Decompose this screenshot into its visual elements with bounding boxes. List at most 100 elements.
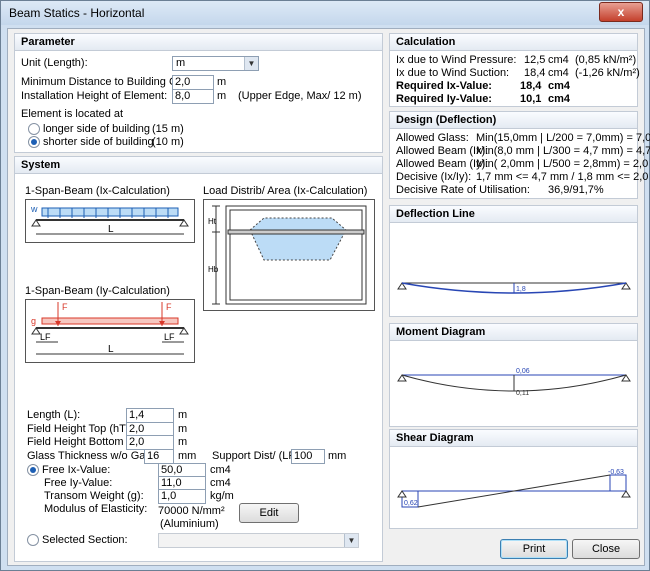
fig-iy-force-left: F — [62, 302, 68, 312]
free-ix-unit: cm4 — [210, 464, 231, 476]
required-iy-unit: cm4 — [548, 93, 571, 105]
span-iy-diagram: F F g LF LF L — [31, 302, 189, 355]
window-title: Beam Statics - Horizontal — [9, 6, 145, 20]
field-height-bottom-unit: m — [178, 436, 188, 448]
unit-label: Unit (Length): — [21, 57, 88, 69]
required-iy-label: Required Iy-Value: — [396, 93, 492, 105]
moment-value-1: 0,06 — [516, 368, 530, 375]
title-bar[interactable]: Beam Statics - Horizontal x — [1, 1, 649, 25]
fig-iy-weight-label: g — [31, 316, 36, 326]
calc-label: Ix due to Wind Pressure: — [396, 54, 517, 66]
field-height-bottom-input[interactable]: 2,0 — [126, 435, 174, 450]
shear-value-left: 0,62 — [404, 500, 418, 507]
selected-section-radio[interactable] — [27, 534, 39, 546]
free-iy-unit: cm4 — [210, 477, 231, 489]
transom-weight-unit: kg/m — [210, 490, 234, 502]
load-distrib-label: Load Distrib/ Area (Ix-Calculation) — [203, 185, 368, 197]
design-label: Allowed Beam (Ix): — [396, 145, 489, 157]
edit-button[interactable]: Edit — [239, 503, 299, 523]
shear-header: Shear Diagram — [390, 430, 637, 447]
fig-hb-label: Hb — [208, 265, 219, 274]
deflection-diagram: 1,8 — [397, 282, 631, 294]
field-height-top-label: Field Height Top (hT) — [27, 423, 130, 435]
span-iy-figure: F F g LF LF L — [25, 299, 195, 363]
free-ix-label[interactable]: Free Ix-Value: — [42, 464, 111, 476]
support-dist-unit: mm — [328, 450, 347, 462]
calc-extra: (-1,26 kN/m²) — [575, 67, 640, 79]
fig-iy-force-right: F — [166, 302, 172, 312]
system-panel: System 1-Span-Beam (Ix-Calculation) w — [14, 156, 383, 562]
min-dist-input[interactable]: 2,0 — [172, 75, 214, 90]
calc-value: 18,4 — [524, 67, 546, 79]
fig-iy-lf-right: LF — [164, 332, 175, 342]
chevron-down-icon: ▼ — [344, 534, 358, 547]
required-ix-unit: cm4 — [548, 80, 571, 92]
glass-thickness-unit: mm — [178, 450, 197, 462]
design-panel: Design (Deflection) Allowed Glass: Min(1… — [389, 111, 650, 199]
field-height-bottom-label: Field Height Bottom (hB) — [27, 436, 148, 448]
length-input[interactable]: 1,4 — [126, 408, 174, 423]
located-label: Element is located at — [21, 108, 124, 120]
design-value: Min(8,0 mm | L/300 = 4,7 mm) = 4,7 mm — [476, 145, 650, 157]
calc-label: Ix due to Wind Suction: — [396, 67, 510, 79]
fig-ht-label: Ht — [208, 217, 217, 226]
longer-side-label[interactable]: longer side of building — [43, 123, 151, 135]
free-iy-label: Free Iy-Value: — [44, 477, 113, 489]
modulus-value: 70000 N/mm² — [158, 505, 225, 517]
required-ix-value: 18,4 — [520, 80, 542, 92]
design-value: Min(15,0mm | L/200 = 7,0mm) = 7,0 mm — [476, 132, 650, 144]
selected-section-select[interactable]: ▼ — [158, 533, 359, 548]
length-label: Length (L): — [27, 409, 81, 421]
design-value: Min( 2,0mm | L/500 = 2,8mm) = 2,0 mm — [476, 158, 650, 170]
install-height-label: Installation Height of Element: — [21, 90, 168, 102]
parameter-panel: Parameter Unit (Length): m ▼ Minimum Dis… — [14, 33, 383, 153]
fig-iy-length-label: L — [108, 344, 114, 355]
fig-iy-lf-left: LF — [40, 332, 51, 342]
install-height-input[interactable]: 8,0 — [172, 89, 214, 104]
close-icon: x — [617, 5, 625, 19]
load-distrib-diagram: Ht Hb — [208, 205, 367, 305]
design-label: Decisive (Ix/Iy): — [396, 171, 472, 183]
free-ix-radio[interactable] — [27, 464, 39, 476]
design-value: 36,9/91,7% — [548, 184, 604, 196]
transom-weight-input[interactable]: 1,0 — [158, 489, 206, 504]
moment-header: Moment Diagram — [390, 324, 637, 341]
span-ix-label: 1-Span-Beam (Ix-Calculation) — [25, 185, 170, 197]
dialog-client: Parameter Unit (Length): m ▼ Minimum Dis… — [7, 28, 650, 566]
glass-thickness-label: Glass Thickness w/o Gap: — [27, 450, 155, 462]
required-iy-value: 10,1 — [520, 93, 542, 105]
calculation-panel: Calculation Ix due to Wind Pressure: 12,… — [389, 33, 640, 107]
min-dist-unit: m — [217, 76, 227, 88]
length-unit: m — [178, 409, 188, 421]
field-height-top-unit: m — [178, 423, 188, 435]
deflection-value: 1,8 — [516, 286, 526, 293]
shorter-side-radio[interactable] — [28, 136, 40, 148]
close-button[interactable]: Close — [572, 539, 640, 559]
design-label: Allowed Beam (Iy): — [396, 158, 489, 170]
design-label: Allowed Glass: — [396, 132, 469, 144]
window-close-button[interactable]: x — [599, 2, 643, 22]
system-header: System — [15, 157, 382, 174]
design-value: 1,7 mm <= 4,7 mm / 1,8 mm <= 2,0 mm — [476, 171, 650, 183]
glass-thickness-input[interactable]: 16 — [144, 449, 174, 464]
unit-select[interactable]: m ▼ — [172, 56, 259, 71]
moment-panel: Moment Diagram 0,06 0,11 — [389, 323, 638, 427]
shorter-side-label[interactable]: shorter side of building — [43, 136, 154, 148]
calc-unit: cm4 — [548, 54, 569, 66]
longer-side-radio[interactable] — [28, 123, 40, 135]
calculation-header: Calculation — [390, 34, 637, 51]
shear-diagram: 0,62 -0,63 — [397, 469, 631, 508]
span-ix-figure: w L — [25, 199, 195, 243]
install-height-unit: m — [217, 90, 227, 102]
moment-value-2: 0,11 — [516, 390, 529, 397]
selected-section-label[interactable]: Selected Section: — [42, 534, 128, 546]
span-iy-label: 1-Span-Beam (Iy-Calculation) — [25, 285, 170, 297]
support-dist-input[interactable]: 100 — [291, 449, 325, 464]
calc-unit: cm4 — [548, 67, 569, 79]
design-label: Decisive Rate of Utilisation: — [396, 184, 530, 196]
calc-value: 12,5 — [524, 54, 546, 66]
span-ix-diagram: w L — [30, 204, 189, 235]
print-button[interactable]: Print — [500, 539, 568, 559]
moment-diagram: 0,06 0,11 — [397, 368, 631, 397]
install-height-note: (Upper Edge, Max/ 12 m) — [238, 90, 362, 102]
